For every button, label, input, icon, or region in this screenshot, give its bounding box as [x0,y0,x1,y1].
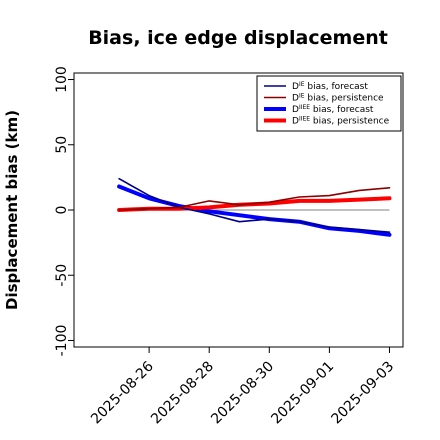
series-line-dIE_persistence [118,187,391,211]
series-line-dIE_forecast [118,177,391,233]
y-tick-label: 100 [54,66,70,93]
legend-label-dIIEE_forecast: DIIEE bias, forecast [292,104,374,115]
plot-area: -100 -50 0 50 100 2025-08-262025-08-282025-08… [54,66,404,428]
y-tick-label: 0 [54,206,70,215]
y-axis-label: Displacement bias (km) [3,110,21,310]
legend-label-dIE_forecast: DIE bias, forecast [292,81,368,92]
x-tick-label: 2025-09-03 [328,359,397,428]
y-tick-label: -100 [54,325,70,357]
legend-box [256,75,402,132]
x-tick-label: 2025-08-28 [148,359,217,428]
x-tick-label: 2025-08-30 [208,359,277,428]
chart-title: Bias, ice edge displacement [88,27,388,49]
y-tick-label: 50 [54,136,70,154]
y-tick-label: -50 [54,264,70,287]
legend-label-dIE_persistence: DIE bias, persistence [292,93,384,104]
x-tick-label: 2025-09-01 [268,359,337,428]
x-tick-label: 2025-08-26 [88,358,157,427]
legend-label-dIIEE_persistence: DIIEE bias, persistence [292,116,390,127]
